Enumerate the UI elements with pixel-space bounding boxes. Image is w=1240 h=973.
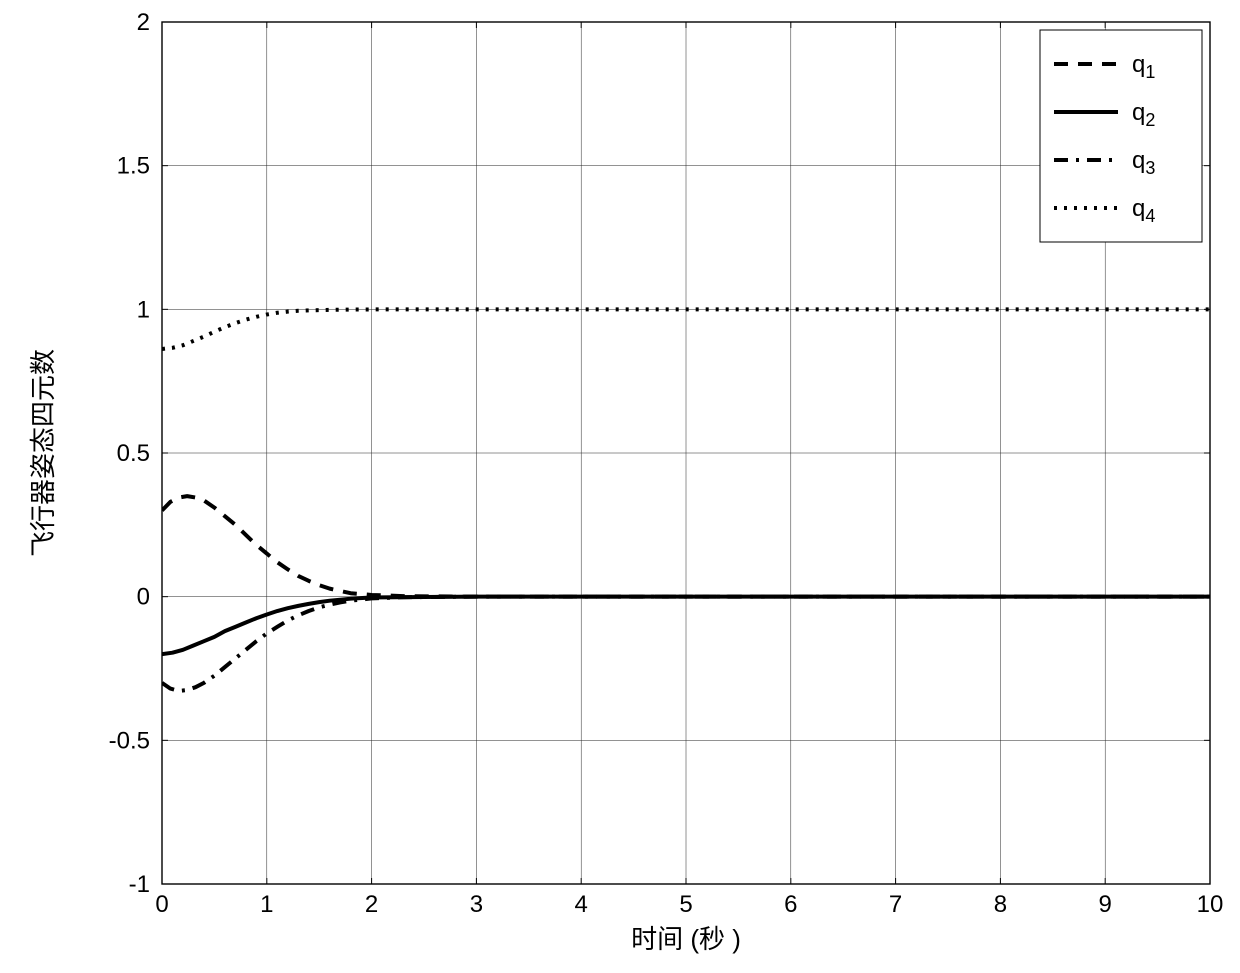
y-axis-label: 飞行器姿态四元数 — [28, 349, 58, 557]
xtick-label: 9 — [1099, 891, 1112, 918]
line-chart: 0 1 2 3 4 5 6 7 8 9 10 -1 -0.5 0 0.5 1 1.5 2 时间 (秒 ) 飞行器姿态四… — [0, 0, 1240, 973]
ytick-label: 1 — [137, 296, 150, 323]
xtick-label: 4 — [575, 891, 588, 918]
legend-box — [1040, 30, 1202, 242]
ytick-label: 0.5 — [117, 440, 150, 467]
xtick-label: 6 — [784, 891, 797, 918]
ytick-label: 0 — [137, 584, 150, 611]
xtick-label: 5 — [679, 891, 692, 918]
legend: q1q2q3q4 — [1040, 30, 1202, 242]
ytick-label: 2 — [137, 9, 150, 36]
xtick-label: 2 — [365, 891, 378, 918]
xtick-label: 10 — [1197, 891, 1224, 918]
ytick-label: 1.5 — [117, 153, 150, 180]
x-axis-label: 时间 (秒 ) — [631, 924, 741, 954]
xtick-label: 8 — [994, 891, 1007, 918]
ytick-label: -1 — [129, 871, 150, 898]
xtick-label: 3 — [470, 891, 483, 918]
xtick-label: 7 — [889, 891, 902, 918]
chart-container: 0 1 2 3 4 5 6 7 8 9 10 -1 -0.5 0 0.5 1 1.5 2 时间 (秒 ) 飞行器姿态四… — [0, 0, 1240, 973]
xtick-label: 1 — [260, 891, 273, 918]
xtick-label: 0 — [155, 891, 168, 918]
ytick-label: -0.5 — [109, 727, 150, 754]
